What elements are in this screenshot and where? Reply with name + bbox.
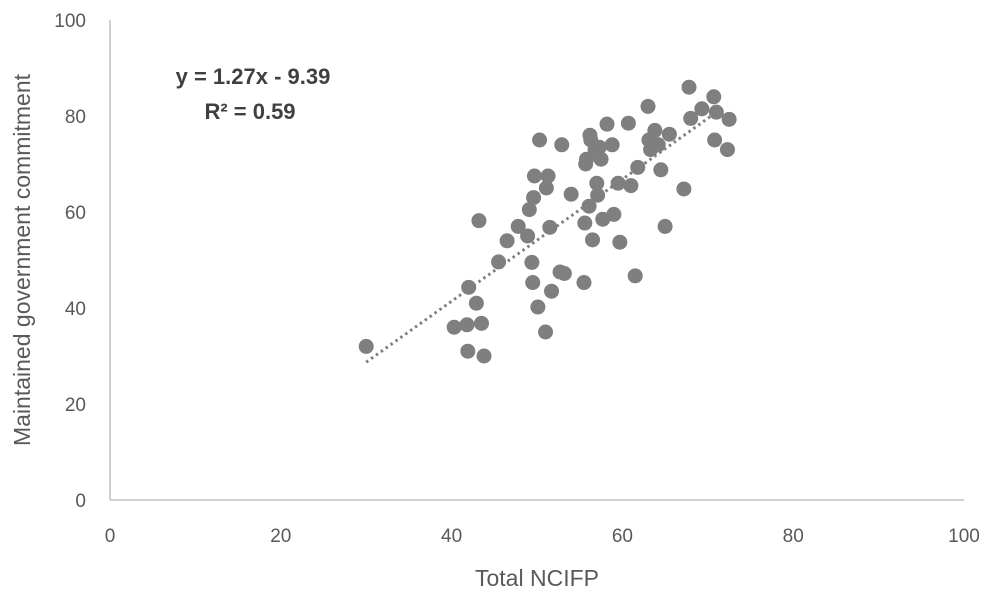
data-point: [630, 159, 646, 175]
data-point: [719, 142, 735, 158]
data-point: [540, 168, 556, 184]
data-point: [538, 324, 554, 340]
data-point: [604, 137, 620, 153]
data-point: [524, 254, 540, 270]
data-point: [468, 295, 484, 311]
data-point: [554, 137, 570, 153]
data-point: [653, 162, 669, 178]
data-point: [526, 168, 542, 184]
data-point: [591, 139, 607, 155]
data-point: [525, 275, 541, 291]
data-point: [606, 206, 622, 222]
data-point: [577, 215, 593, 231]
data-point: [521, 202, 537, 218]
data-point: [538, 180, 554, 196]
data-point: [707, 132, 723, 148]
y-tick-labels: 0 20 40 60 80 100: [54, 11, 86, 512]
data-point: [647, 122, 663, 138]
data-point: [623, 178, 639, 194]
data-point: [676, 181, 692, 197]
x-tick-label: 0: [105, 526, 116, 547]
y-tick-label: 60: [65, 203, 86, 224]
data-point: [563, 186, 579, 202]
data-point: [473, 315, 489, 331]
data-point: [681, 79, 697, 95]
data-point: [657, 218, 673, 234]
data-point: [589, 175, 605, 191]
y-tick-label: 0: [75, 491, 86, 512]
x-tick-label: 80: [783, 526, 804, 547]
data-point: [620, 115, 636, 131]
x-tick-label: 20: [270, 526, 291, 547]
data-point: [520, 228, 536, 244]
trendline-r-squared: R² = 0.59: [204, 99, 295, 124]
data-point: [460, 343, 476, 359]
data-point: [590, 187, 606, 203]
data-point: [683, 110, 699, 126]
data-point: [576, 275, 592, 291]
x-tick-label: 100: [948, 526, 980, 547]
data-point: [585, 232, 601, 248]
data-point: [627, 268, 643, 284]
data-point: [532, 132, 548, 148]
y-tick-label: 80: [65, 107, 86, 128]
y-tick-label: 100: [54, 11, 86, 32]
data-points: [358, 79, 737, 364]
y-axis-title: Maintained government commitment: [9, 73, 35, 446]
data-point: [556, 265, 572, 281]
data-point: [358, 338, 374, 354]
data-point: [599, 116, 615, 132]
data-point: [530, 299, 546, 315]
data-point: [708, 104, 724, 120]
data-point: [510, 218, 526, 234]
data-point: [640, 98, 656, 114]
data-point: [544, 283, 560, 299]
x-tick-label: 40: [441, 526, 462, 547]
x-tick-label: 60: [612, 526, 633, 547]
data-point: [471, 213, 487, 229]
data-point: [446, 319, 462, 335]
data-point: [579, 151, 595, 167]
data-point: [459, 317, 475, 333]
trendline-equation: y = 1.27x - 9.39: [176, 64, 331, 89]
data-point: [593, 151, 609, 167]
data-point: [491, 254, 507, 270]
y-tick-label: 40: [65, 299, 86, 320]
data-point: [661, 126, 677, 142]
x-axis-title: Total NCIFP: [475, 565, 599, 591]
y-tick-label: 20: [65, 395, 86, 416]
data-point: [694, 101, 710, 117]
data-point: [706, 89, 722, 105]
data-point: [499, 233, 515, 249]
data-point: [650, 137, 666, 153]
data-point: [476, 348, 492, 364]
x-tick-labels: 0 20 40 60 80 100: [105, 526, 980, 547]
data-point: [461, 279, 477, 295]
data-point: [542, 219, 558, 235]
plot-area: [109, 20, 964, 501]
data-point: [581, 198, 597, 214]
data-point: [721, 111, 737, 127]
data-point: [612, 234, 628, 250]
data-point: [610, 175, 626, 191]
data-point: [526, 190, 542, 206]
